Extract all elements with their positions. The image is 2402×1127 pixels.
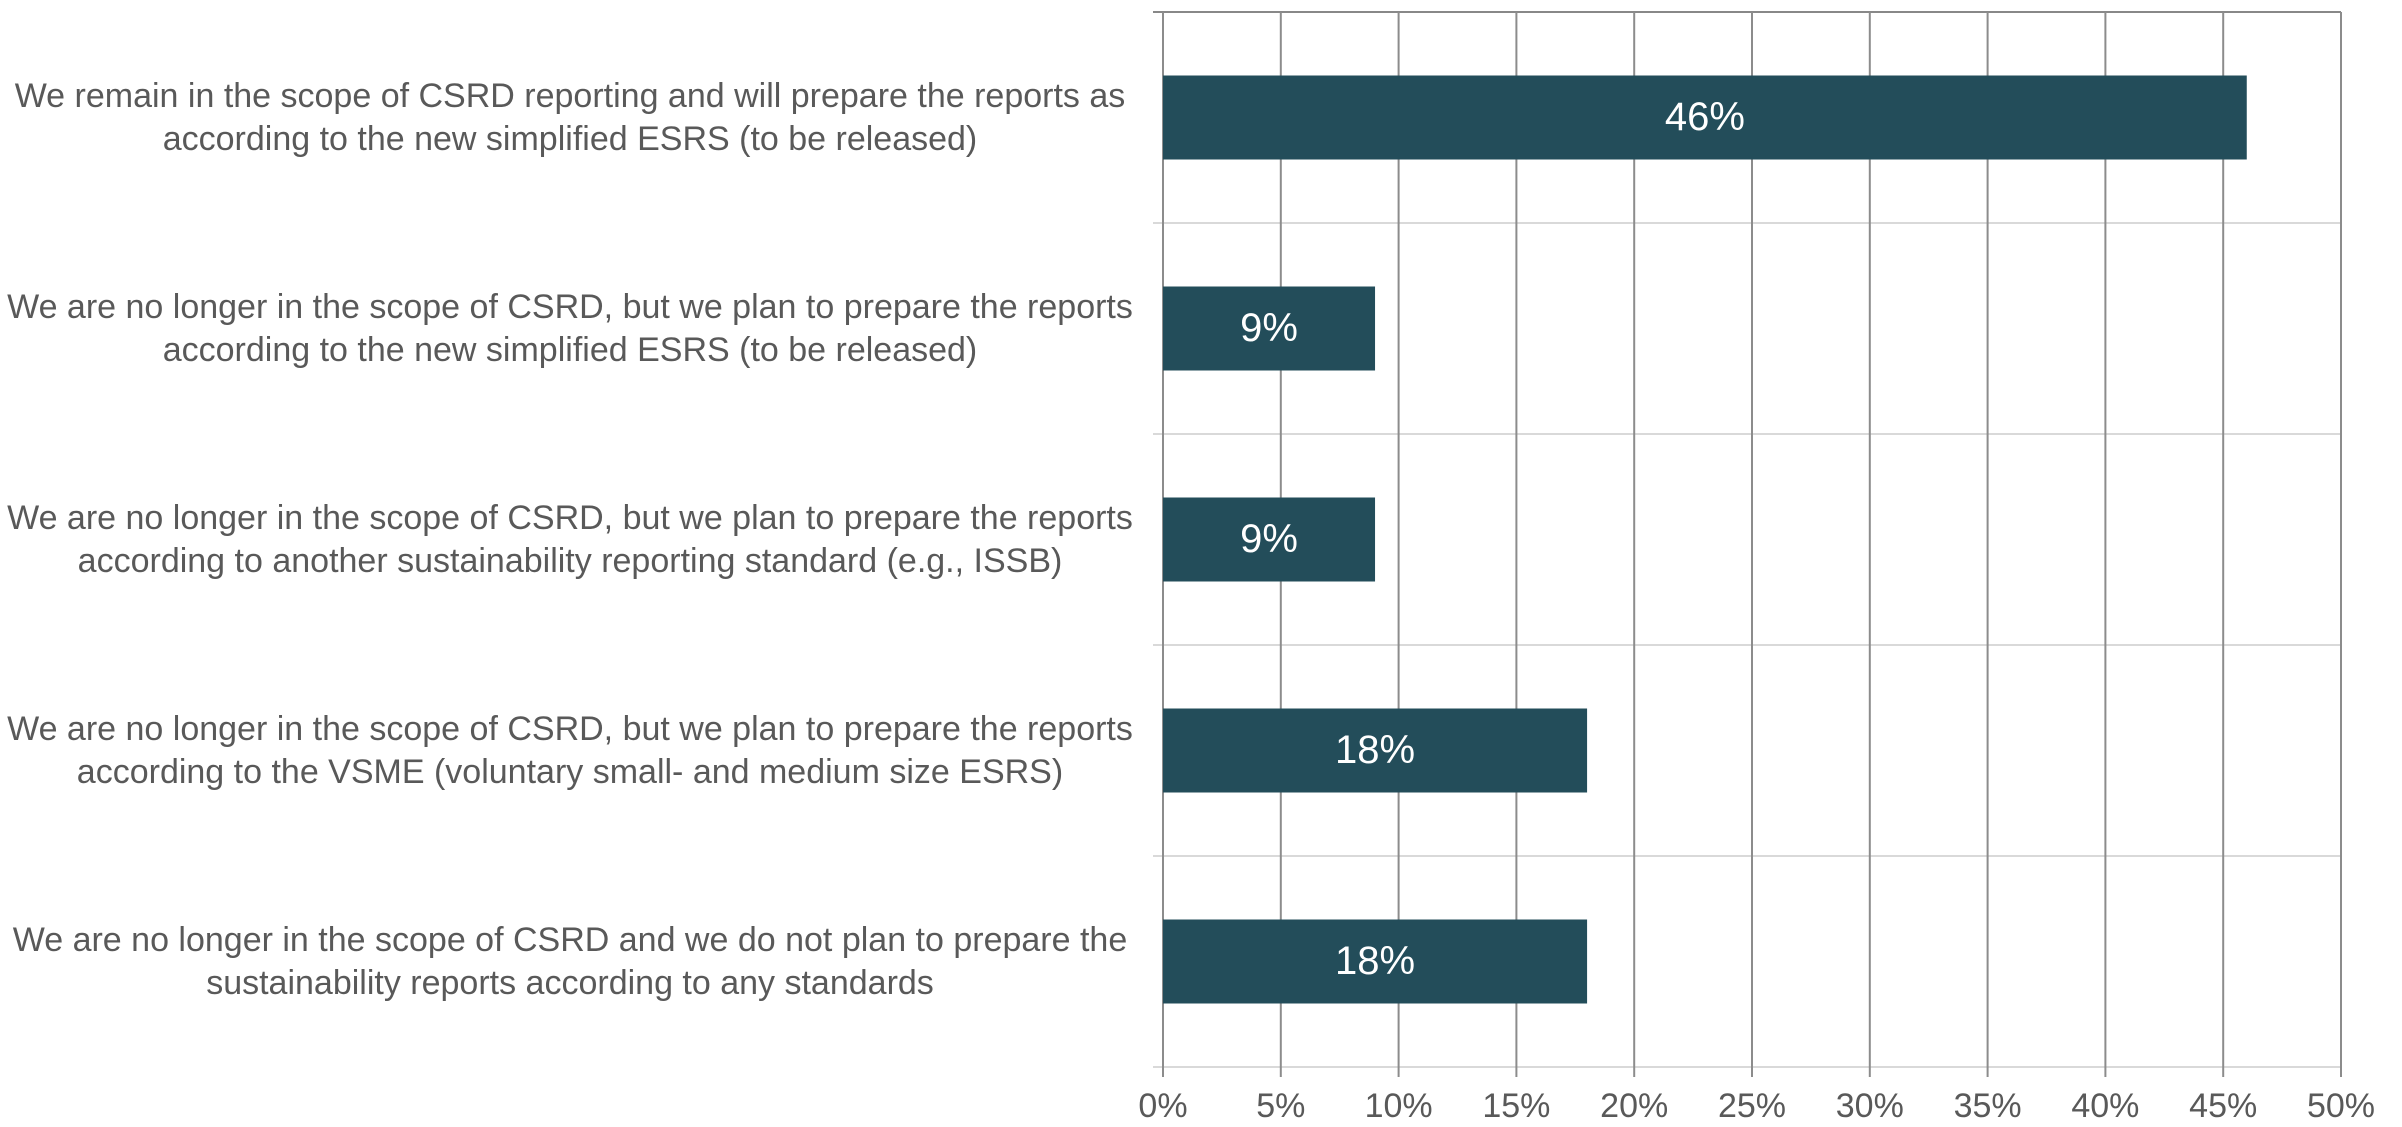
data-label: 18% — [1335, 939, 1415, 983]
data-label: 9% — [1240, 306, 1298, 350]
x-tick-label: 45% — [2189, 1087, 2257, 1125]
x-tick-label: 30% — [1836, 1087, 1904, 1125]
x-tick-label: 5% — [1256, 1087, 1305, 1125]
x-tick-label: 20% — [1600, 1087, 1668, 1125]
category-label: We remain in the scope of CSRD reporting… — [14, 76, 1126, 158]
bar — [1163, 919, 1588, 1004]
data-label: 46% — [1665, 95, 1745, 139]
category-label: We are no longer in the scope of CSRD, b… — [7, 287, 1133, 369]
x-tick-label: 35% — [1954, 1087, 2022, 1125]
bar — [1163, 497, 1376, 582]
category-label: We are no longer in the scope of CSRD an… — [12, 920, 1128, 1002]
x-tick-label: 10% — [1365, 1087, 1433, 1125]
x-tick-label: 25% — [1718, 1087, 1786, 1125]
category-label: We are no longer in the scope of CSRD, b… — [7, 498, 1133, 580]
data-label: 9% — [1240, 517, 1298, 561]
x-tick-label: 15% — [1482, 1087, 1550, 1125]
bar — [1163, 286, 1376, 371]
data-label: 18% — [1335, 728, 1415, 772]
category-label: We are no longer in the scope of CSRD, b… — [7, 709, 1133, 791]
bar — [1163, 75, 2247, 160]
x-tick-label: 40% — [2071, 1087, 2139, 1125]
x-tick-label: 0% — [1138, 1087, 1187, 1125]
x-tick-label: 50% — [2307, 1087, 2375, 1125]
bar — [1163, 708, 1588, 793]
